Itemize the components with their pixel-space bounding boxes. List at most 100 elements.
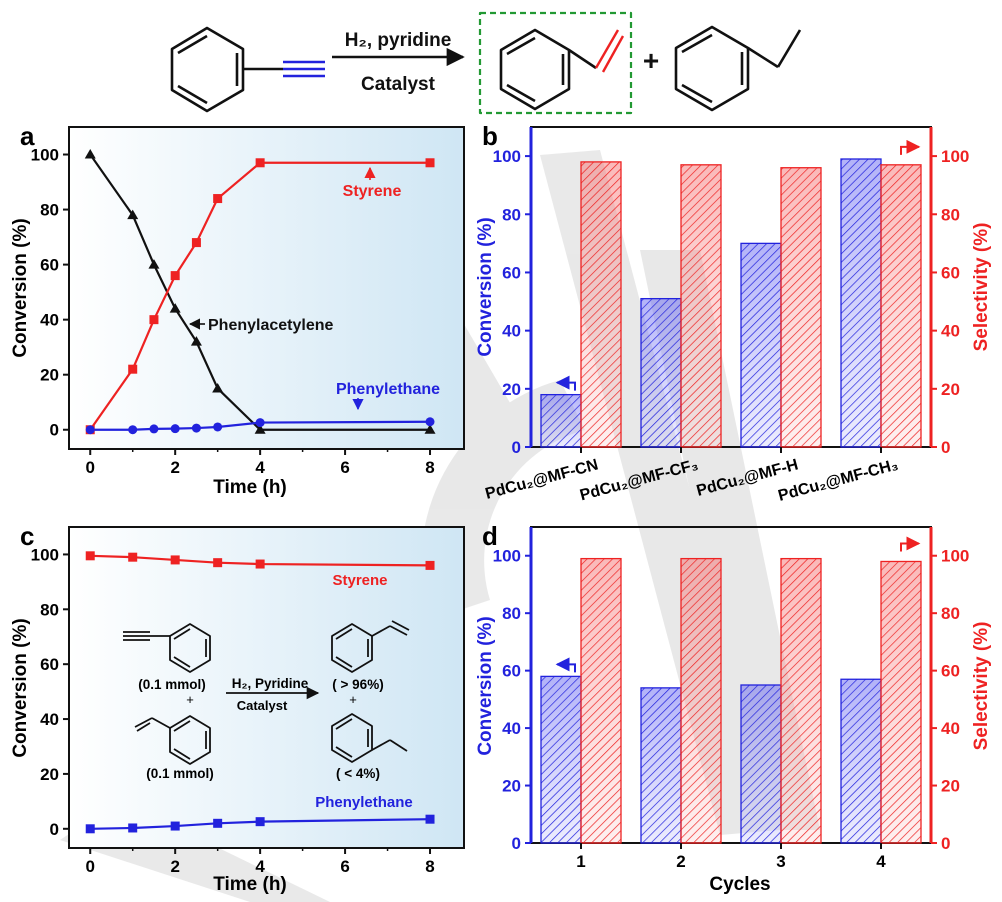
panel-a-point: [85, 425, 95, 435]
panel-d-left-axis-indicator: [555, 657, 576, 673]
panel-c-y-axis-label: Conversion (%): [10, 618, 31, 757]
panel-c-y-tick-label: 20: [40, 765, 59, 784]
inset-reagent-bottom: Catalyst: [237, 698, 288, 713]
panel-d-conversion-bar: [740, 684, 782, 844]
panel-a-label-phenylacetylene: Phenylacetylene: [208, 317, 334, 334]
panel-a-point: [191, 423, 201, 433]
panel-c-point: [170, 555, 180, 565]
panel-a-x-tick-label: 8: [425, 458, 434, 477]
panel-a-y-axis-label: Conversion (%): [10, 218, 31, 357]
panel-b-y2-tick-label: 80: [941, 205, 960, 224]
panel-d-y2-tick-label: 100: [941, 547, 969, 566]
panel-c-point: [213, 818, 223, 828]
inset-ethylbenzene-structure: [331, 713, 408, 763]
panel-c-label-phenylethane: Phenylethane: [315, 794, 413, 811]
inset-product-styrene-structure: [331, 620, 410, 673]
panel-b-y-tick-label: 100: [493, 147, 521, 166]
panel-a-x-tick-label: 4: [255, 458, 265, 477]
panel-letter-c: c: [20, 521, 34, 551]
panel-letter-a: a: [20, 121, 35, 151]
panel-a-plot-area: [68, 126, 465, 450]
panel-a-y-tick-label: 100: [31, 146, 59, 165]
panel-b-chart: PdCu₂@MF-CNPdCu₂@MF-CF₃PdCu₂@MF-HPdCu₂@M…: [475, 126, 992, 505]
inset-product1-yield: ( > 96%): [332, 677, 383, 692]
panel-a-point: [255, 158, 265, 168]
scheme-plus: +: [643, 45, 659, 76]
panel-d-y-tick-label: 100: [493, 547, 521, 566]
panel-c-x-tick-label: 4: [255, 857, 265, 876]
panel-b-y-tick-label: 0: [512, 438, 521, 457]
panel-c-x-tick-label: 6: [340, 857, 349, 876]
inset-reactant1-amount: (0.1 mmol): [138, 677, 206, 692]
panel-b-y2-tick-label: 0: [941, 438, 950, 457]
panel-a-y-tick-label: 60: [40, 256, 59, 275]
phenylacetylene-structure: [170, 26, 325, 113]
panel-a-x-tick-label: 2: [170, 458, 179, 477]
panel-a-label-phenylethane: Phenylethane: [336, 381, 440, 398]
panel-c-x-tick-label: 2: [170, 857, 179, 876]
panel-d-selectivity-bar: [780, 557, 822, 844]
panel-a-y-tick-label: 80: [40, 201, 59, 220]
panel-b-selectivity-bar: [780, 167, 822, 448]
panel-a-point: [190, 336, 202, 346]
panel-c-series-line-1: [90, 818, 431, 830]
panel-b-conversion-bar: [840, 158, 882, 448]
panel-c-point: [425, 814, 435, 824]
panel-b-conversion-bar: [640, 297, 682, 448]
panel-a-point: [425, 158, 435, 168]
panel-b-y-tick-label: 40: [502, 322, 521, 341]
inset-plus-2: +: [349, 692, 357, 707]
panel-d-y2-tick-label: 0: [941, 834, 950, 853]
panel-d-y-tick-label: 60: [502, 662, 521, 681]
panel-a-point: [169, 303, 181, 313]
panel-d-selectivity-bar: [580, 557, 622, 844]
panel-b-y2-tick-label: 100: [941, 147, 969, 166]
panel-d-right-axis-indicator: [900, 536, 921, 552]
panel-a-point: [170, 424, 180, 434]
panel-d-conversion-bar: [540, 675, 582, 844]
panel-a-x-tick-label: 6: [340, 458, 349, 477]
panel-c-point: [425, 560, 435, 570]
panel-b-y2-tick-label: 20: [941, 380, 960, 399]
panel-c-y-tick-label: 0: [50, 820, 59, 839]
panel-d-category-label: 3: [776, 852, 785, 871]
panel-d-category-label: 2: [676, 852, 685, 871]
panel-c-y-tick-label: 100: [31, 545, 59, 564]
panel-letter-d: d: [482, 521, 498, 551]
inset-plus: +: [186, 692, 194, 707]
panel-a-point: [128, 364, 138, 374]
panel-c-x-tick-label: 0: [86, 857, 95, 876]
panel-b-selectivity-bar: [680, 164, 722, 448]
panel-b-left-axis-indicator: [555, 375, 576, 391]
panel-a-point: [425, 417, 435, 427]
panel-c-point: [255, 559, 265, 569]
panel-d-category-label: 4: [876, 852, 886, 871]
panel-b-selectivity-bar: [580, 161, 622, 448]
panel-d-y-tick-label: 40: [502, 719, 521, 738]
panel-c-point: [170, 821, 180, 831]
panel-a-point: [170, 271, 180, 281]
scheme-reagent-bottom: Catalyst: [361, 74, 436, 95]
panel-letter-b: b: [482, 121, 498, 151]
panel-c-point: [85, 824, 95, 834]
panel-d-y-tick-label: 0: [512, 834, 521, 853]
panel-d-conversion-bar: [840, 678, 882, 844]
panel-d-y-tick-label: 80: [502, 604, 521, 623]
panel-b-selectivity-bar: [880, 164, 922, 448]
panel-c-point: [213, 558, 223, 568]
reaction-scheme: [170, 11, 802, 115]
panel-a-point: [213, 194, 223, 204]
panel-a-point: [148, 259, 160, 269]
panel-a-point: [84, 149, 96, 159]
panel-c-inset-scheme: [123, 620, 410, 765]
panel-b-y-axis-label: Conversion (%): [475, 217, 496, 356]
panel-d-x-axis-label: Cycles: [709, 874, 770, 895]
panel-b-conversion-bar: [540, 393, 582, 448]
panel-b-conversion-bar: [740, 242, 782, 448]
panel-a-label-styrene: Styrene: [343, 183, 402, 200]
panel-d-y-tick-label: 20: [502, 777, 521, 796]
scheme-reagent-top: H₂, pyridine: [345, 30, 452, 51]
panel-b-y-tick-label: 20: [502, 380, 521, 399]
